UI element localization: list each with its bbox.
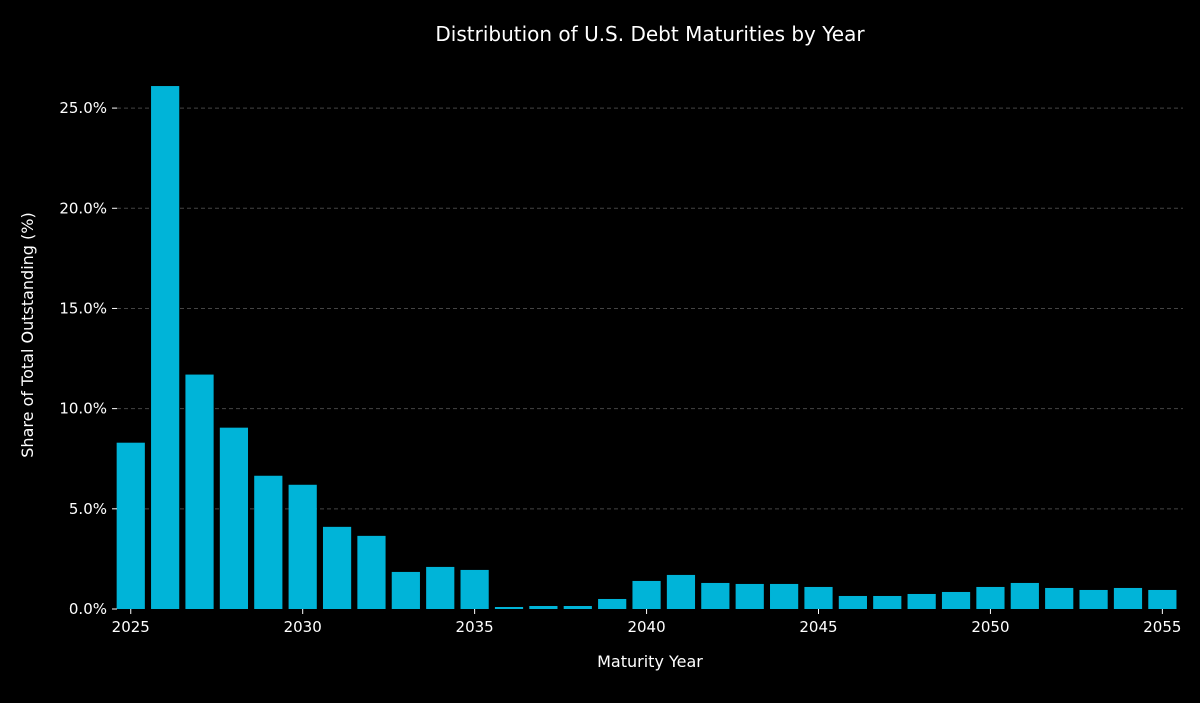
x-tick-label-0: 2025 xyxy=(112,618,150,636)
bar-2046 xyxy=(838,595,867,609)
bar-2043 xyxy=(735,583,764,609)
bars xyxy=(116,86,1177,610)
bar-2033 xyxy=(391,571,420,609)
bar-2034 xyxy=(426,566,455,609)
bar-2049 xyxy=(941,591,971,609)
bar-2032 xyxy=(357,535,386,609)
x-tick-label-5: 2050 xyxy=(971,618,1009,636)
x-tick-label-2: 2035 xyxy=(456,618,494,636)
y-tick-label-2: 10.0% xyxy=(59,400,107,418)
bar-2050 xyxy=(976,586,1005,609)
bar-2037 xyxy=(529,605,558,609)
x-tick-label-1: 2030 xyxy=(284,618,322,636)
y-tick-label-5: 25.0% xyxy=(59,99,107,117)
bar-2035 xyxy=(460,569,489,609)
x-tick-label-6: 2055 xyxy=(1143,618,1181,636)
y-tick-label-1: 5.0% xyxy=(69,500,107,518)
bar-2038 xyxy=(563,605,592,609)
bar-2036 xyxy=(494,606,524,609)
y-tick-label-0: 0.0% xyxy=(69,600,107,618)
chart-title: Distribution of U.S. Debt Maturities by … xyxy=(435,22,865,46)
bar-2041 xyxy=(666,574,696,609)
bar-2025 xyxy=(116,442,145,609)
bar-2048 xyxy=(907,593,936,609)
bar-2054 xyxy=(1113,587,1143,609)
bar-2047 xyxy=(873,595,902,609)
bar-2039 xyxy=(598,598,627,609)
y-axis: 0.0% 5.0% 10.0% 15.0% 20.0% 25.0% xyxy=(59,99,117,618)
bar-2055 xyxy=(1148,589,1177,609)
bar-2051 xyxy=(1010,582,1039,609)
bar-2045 xyxy=(804,586,833,609)
y-tick-label-3: 15.0% xyxy=(59,299,107,317)
x-tick-label-3: 2040 xyxy=(627,618,665,636)
x-axis: 2025 2030 2035 2040 2045 2050 2055 xyxy=(112,609,1181,636)
bar-2029 xyxy=(254,475,283,609)
y-tick-label-4: 20.0% xyxy=(59,199,107,217)
bar-2027 xyxy=(185,374,214,609)
bar-2026 xyxy=(151,86,180,610)
y-axis-label: Share of Total Outstanding (%) xyxy=(18,212,37,457)
bar-2030 xyxy=(288,484,317,609)
x-tick-label-4: 2045 xyxy=(799,618,837,636)
bar-2031 xyxy=(322,526,352,609)
bar-2052 xyxy=(1045,587,1074,609)
bar-2053 xyxy=(1079,589,1108,609)
bar-2040 xyxy=(632,580,661,609)
bar-2042 xyxy=(701,582,730,609)
bar-2028 xyxy=(219,427,249,609)
x-axis-label: Maturity Year xyxy=(597,652,703,671)
bar-2044 xyxy=(770,583,799,609)
